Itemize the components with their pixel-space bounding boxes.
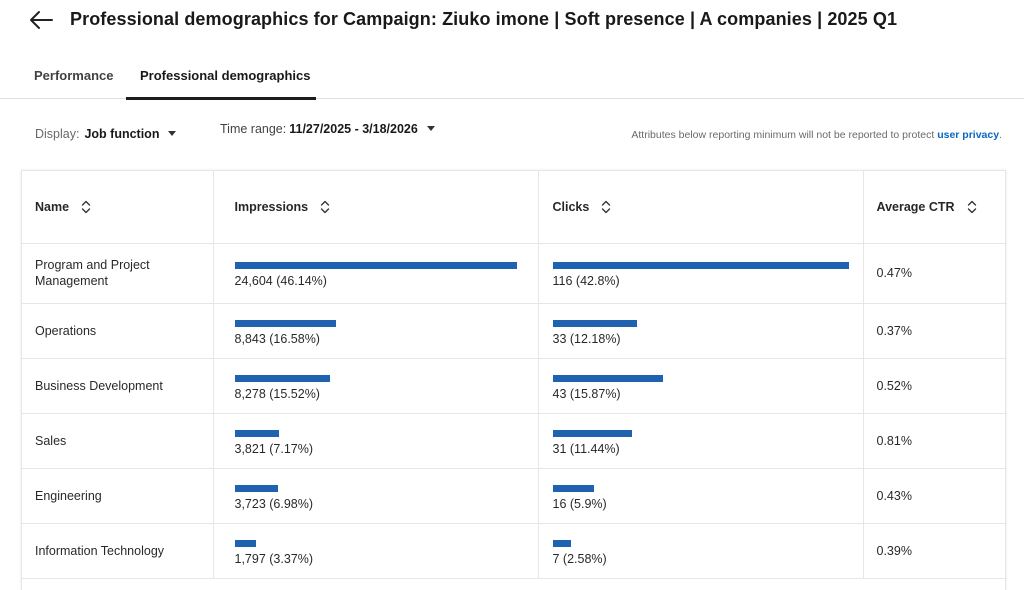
ctr-value: 0.47% xyxy=(863,243,1007,304)
demographics-table: Name Impressions Clicks Average CTR xyxy=(21,170,1007,590)
table-row: Sales 3,821 (7.17%) 31 (11.44%) 0.81% xyxy=(22,413,1007,469)
sort-icon xyxy=(602,200,611,213)
impressions-bar xyxy=(234,539,256,547)
clicks-bar xyxy=(552,539,571,547)
back-arrow-icon xyxy=(30,11,53,29)
clicks-value: 116 (42.8%) xyxy=(552,274,620,288)
time-range-label: Time range: xyxy=(220,122,287,136)
ctr-value: 0.81% xyxy=(863,413,1007,469)
column-header-label: Impressions xyxy=(234,199,309,214)
impressions-cell: 1,797 (3.37%) xyxy=(213,523,539,579)
sort-icon xyxy=(320,200,330,213)
impressions-value: 24,604 (46.14%) xyxy=(234,274,327,288)
clicks-cell: 16 (5.9%) xyxy=(538,468,864,524)
impressions-bar xyxy=(234,374,330,382)
impressions-bar xyxy=(234,484,278,492)
row-name: Engineering xyxy=(22,468,214,524)
impressions-cell: 3,723 (6.98%) xyxy=(213,468,539,524)
impressions-value: 8,278 (15.52%) xyxy=(234,386,320,401)
page-header: Professional demographics for Campaign: … xyxy=(0,0,1024,42)
impressions-cell: 24,604 (46.14%) xyxy=(213,243,539,304)
clicks-cell: 7 (2.58%) xyxy=(538,523,864,579)
impressions-bar xyxy=(234,319,336,327)
clicks-bar xyxy=(552,319,637,327)
caret-down-icon xyxy=(168,131,177,136)
display-label: Display: xyxy=(35,127,80,141)
clicks-value: 31 (11.44%) xyxy=(552,441,620,456)
privacy-note-text: Attributes below reporting minimum will … xyxy=(631,129,938,141)
clicks-cell: 31 (11.44%) xyxy=(538,413,864,469)
privacy-note-end: . xyxy=(999,129,1002,141)
impressions-cell: 8,843 (16.58%) xyxy=(213,303,539,359)
user-privacy-link[interactable]: user privacy xyxy=(937,129,1000,141)
row-name: Sales xyxy=(22,413,214,469)
column-header-name[interactable]: Name xyxy=(22,171,214,244)
row-name: Operations xyxy=(22,303,214,359)
column-header-label: Clicks xyxy=(552,199,590,214)
clicks-value: 16 (5.9%) xyxy=(552,496,607,511)
column-header-clicks[interactable]: Clicks xyxy=(538,171,864,244)
impressions-value: 8,843 (16.58%) xyxy=(234,331,320,346)
clicks-bar xyxy=(552,484,594,492)
sort-icon xyxy=(81,200,91,213)
tab-bar: Performance Professional demographics xyxy=(0,56,1024,100)
impressions-bar xyxy=(234,262,517,269)
tab-performance[interactable]: Performance xyxy=(34,68,114,83)
time-range-value: 11/27/2025 - 3/18/2026 xyxy=(289,122,418,136)
column-header-impressions[interactable]: Impressions xyxy=(213,171,539,244)
back-button[interactable] xyxy=(28,8,54,32)
display-dropdown[interactable]: Display: Job function xyxy=(35,127,177,141)
clicks-cell: 33 (12.18%) xyxy=(538,303,864,359)
clicks-bar xyxy=(552,429,632,437)
ctr-value: 0.52% xyxy=(863,358,1007,414)
clicks-value: 43 (15.87%) xyxy=(552,386,621,401)
table-header-row: Name Impressions Clicks Average CTR xyxy=(22,171,1007,244)
filter-controls: Display: Job function Time range: 11/27/20… xyxy=(0,118,1024,150)
clicks-value: 7 (2.58%) xyxy=(552,551,607,566)
ctr-value: 0.39% xyxy=(863,523,1007,579)
column-header-label: Name xyxy=(35,199,70,214)
time-range-dropdown[interactable]: Time range: 11/27/2025 - 3/18/2026 xyxy=(220,122,435,136)
caret-down-icon xyxy=(426,126,435,131)
privacy-note: Attributes below reporting minimum will … xyxy=(631,129,1002,141)
impressions-value: 3,821 (7.17%) xyxy=(234,441,314,456)
row-name: Program and Project Management xyxy=(22,243,214,304)
row-name: Business Development xyxy=(22,358,214,414)
column-header-average-ctr[interactable]: Average CTR xyxy=(863,171,1007,244)
clicks-value: 33 (12.18%) xyxy=(552,331,621,346)
clicks-bar xyxy=(552,262,849,269)
page-title: Professional demographics for Campaign: … xyxy=(70,9,898,29)
table-row: Operations 8,843 (16.58%) 33 (12.18%) 0.… xyxy=(22,303,1007,359)
tab-professional-demographics[interactable]: Professional demographics xyxy=(126,56,316,100)
row-name: Information Technology xyxy=(22,523,214,579)
table-row: Engineering 3,723 (6.98%) 16 (5.9%) 0.43… xyxy=(22,468,1007,524)
impressions-value: 1,797 (3.37%) xyxy=(234,551,314,566)
impressions-cell: 8,278 (15.52%) xyxy=(213,358,539,414)
table-row: Program and Project Management 24,604 (4… xyxy=(22,243,1007,304)
ctr-value: 0.37% xyxy=(863,303,1007,359)
impressions-bar xyxy=(234,429,279,437)
clicks-cell: 116 (42.8%) xyxy=(538,243,864,304)
clicks-bar xyxy=(552,374,663,382)
impressions-value: 3,723 (6.98%) xyxy=(234,496,314,511)
clicks-cell: 43 (15.87%) xyxy=(538,358,864,414)
column-header-label: Average CTR xyxy=(876,199,955,214)
table-row: Information Technology 1,797 (3.37%) 7 (… xyxy=(22,523,1007,579)
table-row: Business Development 8,278 (15.52%) 43 (… xyxy=(22,358,1007,414)
impressions-cell: 3,821 (7.17%) xyxy=(213,413,539,469)
ctr-value: 0.43% xyxy=(863,468,1007,524)
display-value: Job function xyxy=(84,127,160,141)
sort-icon xyxy=(967,200,976,213)
